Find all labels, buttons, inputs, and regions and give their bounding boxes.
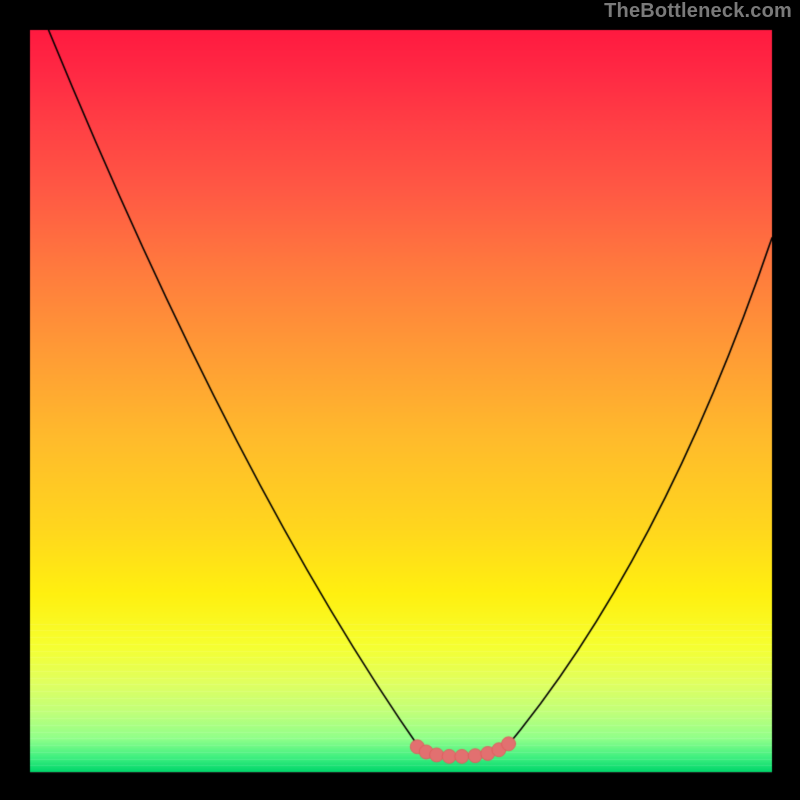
chart-canvas (0, 0, 800, 800)
chart-container: TheBottleneck.com (0, 0, 800, 800)
watermark-text: TheBottleneck.com (604, 0, 792, 23)
